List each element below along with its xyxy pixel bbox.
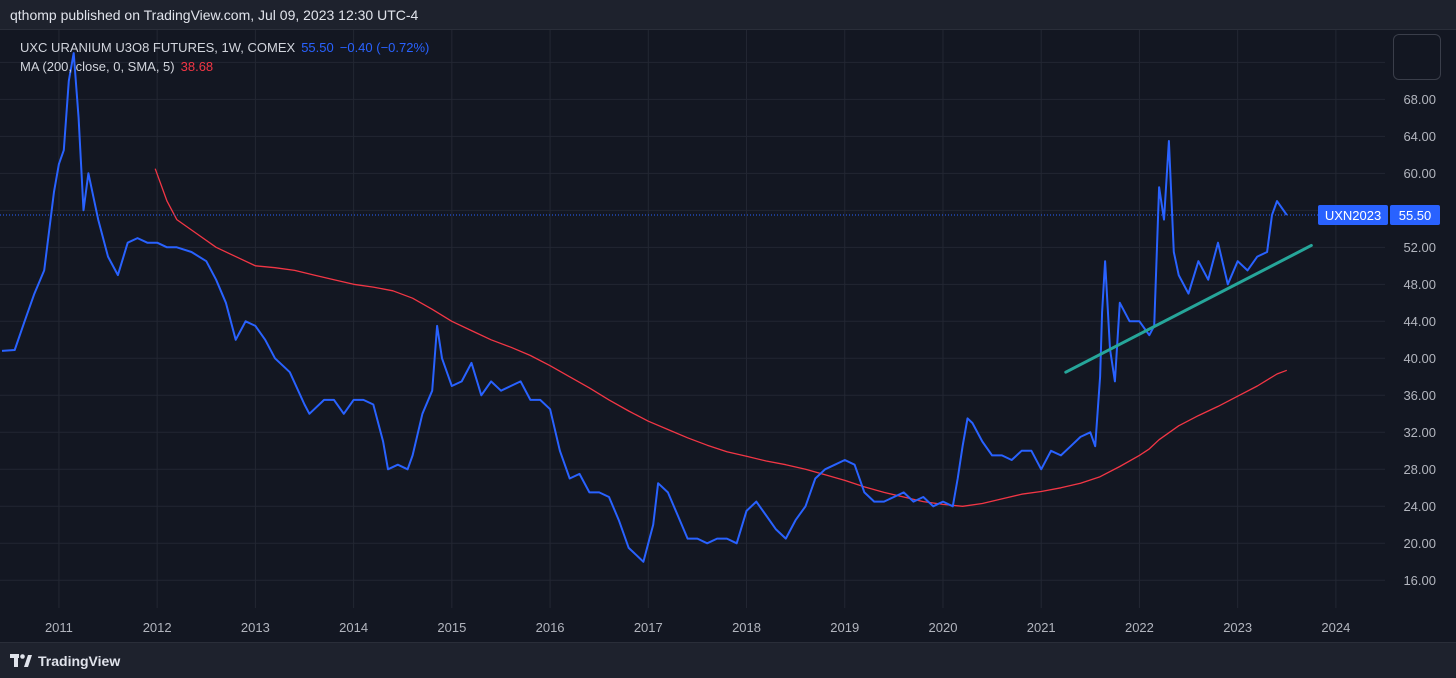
x-tick-label: 2024 xyxy=(1321,620,1350,635)
x-tick-label: 2016 xyxy=(536,620,565,635)
grid xyxy=(0,30,1385,608)
x-tick-label: 2011 xyxy=(45,620,73,635)
chart-canvas[interactable]: 16.00 20.00 24.00 28.00 32.00 36.00 40.00 44.00… xyxy=(0,30,1456,642)
x-tick-label: 2012 xyxy=(143,620,172,635)
y-tick-label: 24.00 xyxy=(1403,499,1436,514)
x-tick-label: 2017 xyxy=(634,620,663,635)
y-tick-label: 52.00 xyxy=(1403,240,1436,255)
y-tick-label: 20.00 xyxy=(1403,536,1436,551)
x-tick-label: 2019 xyxy=(830,620,859,635)
y-tick-label: 68.00 xyxy=(1403,92,1436,107)
legend-ma-value: 38.68 xyxy=(180,59,214,74)
y-tick-label: 48.00 xyxy=(1403,277,1436,292)
x-tick-label: 2023 xyxy=(1223,620,1252,635)
price-tag-symbol: UXN2023 xyxy=(1325,208,1381,223)
y-tick-label: 40.00 xyxy=(1403,351,1436,366)
footer: TradingView xyxy=(0,642,1456,678)
x-tick-label: 2020 xyxy=(929,620,958,635)
x-tick-label: 2013 xyxy=(241,620,270,635)
tradingview-brand: TradingView xyxy=(38,653,121,669)
x-tick-label: 2021 xyxy=(1027,620,1056,635)
y-tick-label: 36.00 xyxy=(1403,388,1436,403)
legend-change: −0.40 (−0.72%) xyxy=(339,40,430,55)
legend-ma-label[interactable]: MA (200, close, 0, SMA, 5) xyxy=(20,59,175,74)
trendline xyxy=(1064,243,1313,374)
x-tick-label: 2015 xyxy=(437,620,466,635)
publish-header: qthomp published on TradingView.com, Jul… xyxy=(0,0,1456,30)
y-tick-label: 64.00 xyxy=(1403,129,1436,144)
y-tick-label: 32.00 xyxy=(1403,425,1436,440)
y-tick-label: 60.00 xyxy=(1403,166,1436,181)
series-layer xyxy=(0,52,1385,563)
legend: UXC URANIUM U3O8 FUTURES, 1W, COMEX 55.50… xyxy=(20,38,429,76)
axes: 16.00 20.00 24.00 28.00 32.00 36.00 40.00 44.00… xyxy=(45,55,1436,635)
ma-series-line xyxy=(154,168,1288,507)
price-series-line xyxy=(1,52,1288,563)
legend-symbol[interactable]: UXC URANIUM U3O8 FUTURES, 1W, COMEX xyxy=(20,40,296,55)
published-text: qthomp published on TradingView.com, Jul… xyxy=(10,7,419,23)
chart-settings-box[interactable] xyxy=(1393,34,1441,80)
y-tick-label: 44.00 xyxy=(1403,314,1436,329)
x-tick-label: 2022 xyxy=(1125,620,1154,635)
x-tick-label: 2014 xyxy=(339,620,368,635)
x-tick-label: 2018 xyxy=(732,620,761,635)
tradingview-logo[interactable]: TradingView xyxy=(10,653,120,669)
price-tag-value: 55.50 xyxy=(1399,208,1432,223)
legend-price: 55.50 xyxy=(301,40,334,55)
tradingview-icon xyxy=(10,654,32,667)
y-tick-label: 28.00 xyxy=(1403,462,1436,477)
price-tag: UXN2023 55.50 xyxy=(1318,204,1440,225)
price-tag-symbol-box xyxy=(1318,204,1388,225)
price-tag-value-box xyxy=(1390,204,1440,225)
y-tick-label: 16.00 xyxy=(1403,573,1436,588)
